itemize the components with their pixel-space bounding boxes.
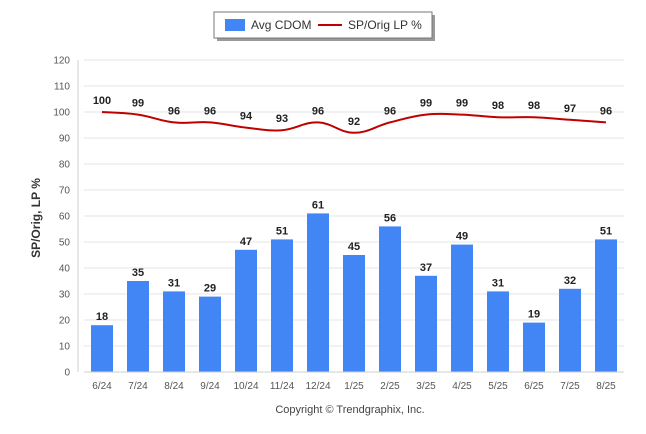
x-tick-label-5-25: 5/25: [488, 381, 508, 392]
x-tick-label-10-24: 10/24: [233, 381, 258, 392]
bar-value-label-1-25: 45: [348, 241, 360, 253]
y-tick-label-0: 0: [64, 368, 70, 379]
bar-4-25: [451, 244, 473, 372]
bar-value-label-2-25: 56: [384, 212, 396, 224]
line-value-label-6-24: 100: [93, 95, 111, 107]
line-value-label-7-24: 99: [132, 98, 144, 110]
x-tick-label-9-24: 9/24: [200, 381, 220, 392]
x-tick-label-6-24: 6/24: [92, 381, 112, 392]
bar-value-label-9-24: 29: [204, 283, 216, 295]
bar-8-24: [163, 291, 185, 372]
y-tick-label-30: 30: [59, 290, 71, 301]
line-value-label-4-25: 99: [456, 98, 468, 110]
y-tick-label-100: 100: [53, 108, 70, 119]
legend-label-sp-orig-lp: SP/Orig LP %: [348, 18, 422, 32]
x-tick-label-8-24: 8/24: [164, 381, 184, 392]
line-value-label-2-25: 96: [384, 105, 396, 117]
data-labels: 18 35 31 29 47 51 61 45 56 37 49 31 19 32 51 100 99 96 96 9…: [93, 95, 612, 323]
x-tick-label-4-25: 4/25: [452, 381, 472, 392]
bar-series: [91, 213, 617, 372]
legend-label-avg-cdom: Avg CDOM: [251, 18, 311, 32]
x-tick-label-7-25: 7/25: [560, 381, 580, 392]
line-series: [101, 111, 607, 134]
bar-2-25: [379, 226, 401, 372]
y-tick-label-50: 50: [59, 238, 71, 249]
x-tick-label-2-25: 2/25: [380, 381, 400, 392]
bar-value-label-12-24: 61: [312, 199, 324, 211]
bar-7-24: [127, 281, 149, 372]
y-tick-label-90: 90: [59, 134, 71, 145]
bar-1-25: [343, 255, 365, 372]
bar-6-24: [91, 325, 113, 372]
line-value-label-12-24: 96: [312, 105, 324, 117]
bar-value-label-10-24: 47: [240, 236, 252, 248]
line-value-label-11-24: 93: [276, 113, 288, 125]
line-value-label-8-24: 96: [168, 105, 180, 117]
line-value-label-6-25: 98: [528, 100, 540, 112]
y-tick-label-20: 20: [59, 316, 71, 327]
x-tick-label-1-25: 1/25: [344, 381, 364, 392]
line-value-label-5-25: 98: [492, 100, 504, 112]
legend-swatch-avg-cdom: [225, 19, 245, 31]
bar-7-25: [559, 288, 581, 372]
bar-5-25: [487, 291, 509, 372]
y-tick-label-120: 120: [53, 56, 70, 67]
line-value-label-9-24: 96: [204, 105, 216, 117]
line-value-label-3-25: 99: [420, 98, 432, 110]
bar-value-label-6-25: 19: [528, 309, 540, 321]
y-tick-label-10: 10: [59, 342, 71, 353]
bar-value-label-8-24: 31: [168, 277, 180, 289]
y-tick-label-80: 80: [59, 160, 71, 171]
y-tick-label-40: 40: [59, 264, 71, 275]
bar-value-label-6-24: 18: [96, 311, 108, 323]
x-tick-label-3-25: 3/25: [416, 381, 436, 392]
y-tick-label-60: 60: [59, 212, 71, 223]
line-value-label-8-25: 96: [600, 105, 612, 117]
x-tick-label-6-25: 6/25: [524, 381, 544, 392]
x-tick-label-12-24: 12/24: [305, 381, 330, 392]
legend: Avg CDOM SP/Orig LP %: [213, 11, 435, 41]
bar-value-label-11-24: 51: [276, 225, 288, 237]
bar-value-label-5-25: 31: [492, 277, 504, 289]
y-axis-label: SP/Orig, LP %: [29, 178, 43, 258]
axes: 0 10 20 30 40 50 60 70 80 90 100 110 120 6/24 7/24 8/24…: [53, 56, 624, 392]
x-tick-label-7-24: 7/24: [128, 381, 148, 392]
bar-9-24: [199, 296, 221, 372]
y-tick-label-70: 70: [59, 186, 71, 197]
copyright-footer: Copyright © Trendgraphix, Inc.: [275, 404, 424, 416]
bar-3-25: [415, 275, 437, 372]
y-tick-label-110: 110: [54, 82, 70, 93]
sp-orig-lp-line: [101, 111, 607, 134]
bar-value-label-7-25: 32: [564, 275, 576, 287]
bar-value-label-4-25: 49: [456, 231, 468, 243]
bar-10-24: [235, 249, 257, 372]
bar-11-24: [271, 239, 293, 372]
bar-value-label-7-24: 35: [132, 267, 144, 279]
bar-value-label-8-25: 51: [600, 225, 612, 237]
line-value-label-1-25: 92: [348, 116, 360, 128]
x-tick-label-11-24: 11/24: [270, 381, 295, 392]
x-tick-label-8-25: 8/25: [596, 381, 616, 392]
bar-6-25: [523, 322, 545, 372]
bar-value-label-3-25: 37: [420, 262, 432, 274]
bar-8-25: [595, 239, 617, 372]
bar-12-24: [307, 213, 329, 372]
line-value-label-10-24: 94: [240, 111, 253, 123]
line-value-label-7-25: 97: [564, 103, 576, 115]
